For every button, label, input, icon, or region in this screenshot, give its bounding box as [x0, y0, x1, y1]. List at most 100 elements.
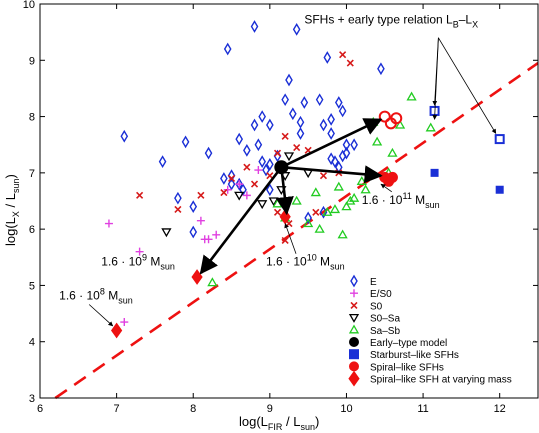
axes: 6 7 8 9 10 11 12 3 4 5 6 7 8 9 10 — [23, 0, 539, 415]
data-point — [322, 206, 333, 216]
mass-annotation: 1.6 · 108 Msun — [59, 287, 133, 306]
starburst-filled-marker — [430, 168, 439, 177]
data-point — [262, 163, 270, 177]
data-point — [312, 208, 320, 216]
relation-label-dash: –L — [459, 13, 473, 27]
y-axis-label-part: log(L — [3, 217, 18, 246]
data-point — [315, 93, 324, 107]
data-point — [283, 152, 295, 162]
data-point — [281, 132, 289, 140]
data-point — [197, 191, 205, 199]
starburst-open-marker — [494, 134, 505, 145]
data-point — [371, 136, 383, 146]
data-point — [331, 155, 339, 168]
data-point — [235, 177, 244, 191]
data-point — [220, 188, 228, 197]
data-point — [346, 59, 354, 67]
y-tick-label: 10 — [23, 0, 35, 11]
data-point — [268, 197, 279, 207]
data-point — [254, 138, 263, 152]
x-tick-label: 10 — [340, 403, 352, 415]
legend-marker — [348, 324, 360, 334]
x-axis-label-part: ) — [315, 414, 319, 429]
spiral-open-marker — [390, 112, 403, 125]
data-point — [158, 155, 167, 168]
legend-marker — [348, 370, 360, 387]
annotation-subscript: sun — [118, 296, 133, 306]
relation-pointer — [438, 37, 497, 134]
data-point — [310, 187, 321, 197]
mass-annotation: 1.6 · 1011 Msun — [362, 191, 440, 210]
data-point — [281, 93, 289, 107]
data-point — [425, 122, 436, 132]
data-point — [300, 96, 309, 109]
annotation-subscript: sun — [330, 262, 345, 272]
data-point — [254, 166, 263, 175]
data-point — [136, 191, 144, 199]
data-point — [349, 192, 360, 202]
x-axis-label-part: log(L — [239, 414, 268, 429]
data-point — [234, 191, 245, 201]
data-point — [200, 235, 209, 244]
x-tick-label: 12 — [494, 403, 506, 415]
data-point — [243, 143, 251, 157]
spiral-mass-marker — [111, 322, 123, 339]
y-tick-label: 7 — [29, 168, 35, 180]
x-tick-label: 8 — [190, 403, 196, 415]
relation-line — [54, 62, 539, 400]
data-point — [356, 175, 367, 185]
model-arrow — [280, 118, 383, 169]
y-axis-label-part: X — [11, 211, 21, 217]
data-point — [342, 138, 351, 152]
data-point — [360, 184, 371, 194]
data-point — [220, 172, 228, 185]
legend-marker — [349, 337, 359, 347]
data-point — [104, 219, 113, 228]
x-axis-label-part: FIR — [268, 422, 283, 432]
legend-marker — [349, 349, 359, 360]
x-tick-label: 11 — [417, 403, 428, 415]
y-tick-label: 5 — [29, 280, 35, 292]
x-tick-label: 6 — [37, 403, 43, 415]
data-point — [227, 174, 236, 183]
y-axis-label-part: / L — [3, 193, 18, 211]
data-point — [327, 152, 335, 166]
legend-label: Starburst–like SFHs — [370, 350, 459, 361]
data-point — [207, 277, 218, 287]
data-point — [189, 225, 198, 239]
data-point — [342, 146, 351, 160]
x-axis-label: log(LFIR / Lsun) — [239, 414, 319, 432]
spiral-mass-marker — [191, 269, 203, 285]
relation-label-sub: B — [453, 20, 459, 30]
data-point — [204, 146, 213, 160]
model-arrow — [281, 165, 383, 184]
data-point — [223, 185, 232, 194]
annotation-pointer — [380, 183, 393, 193]
plot-background — [40, 4, 538, 398]
data-point — [273, 149, 282, 157]
legend-label: Early–type model — [370, 338, 447, 349]
data-point — [296, 127, 305, 140]
data-point — [293, 143, 301, 152]
data-point — [212, 230, 221, 239]
data-point — [338, 104, 347, 118]
data-point — [189, 200, 198, 213]
data-point — [345, 195, 356, 205]
data-point — [266, 183, 274, 197]
data-point — [314, 223, 325, 233]
data-point — [387, 147, 398, 157]
legend-label: S0–Sa — [370, 314, 400, 325]
legend-label: E — [370, 277, 377, 288]
data-point — [281, 236, 289, 244]
relation-label: SFHs + early type relation LB–LX — [304, 13, 478, 30]
model-arrow — [199, 166, 283, 275]
x-axis-label-part: / L — [282, 414, 300, 429]
data-point — [223, 42, 232, 56]
annotation-unit: M — [105, 289, 118, 303]
x-tick-label: 7 — [114, 403, 120, 415]
legend-marker — [350, 274, 358, 288]
y-tick-label: 6 — [29, 224, 35, 236]
data-point — [250, 180, 259, 188]
